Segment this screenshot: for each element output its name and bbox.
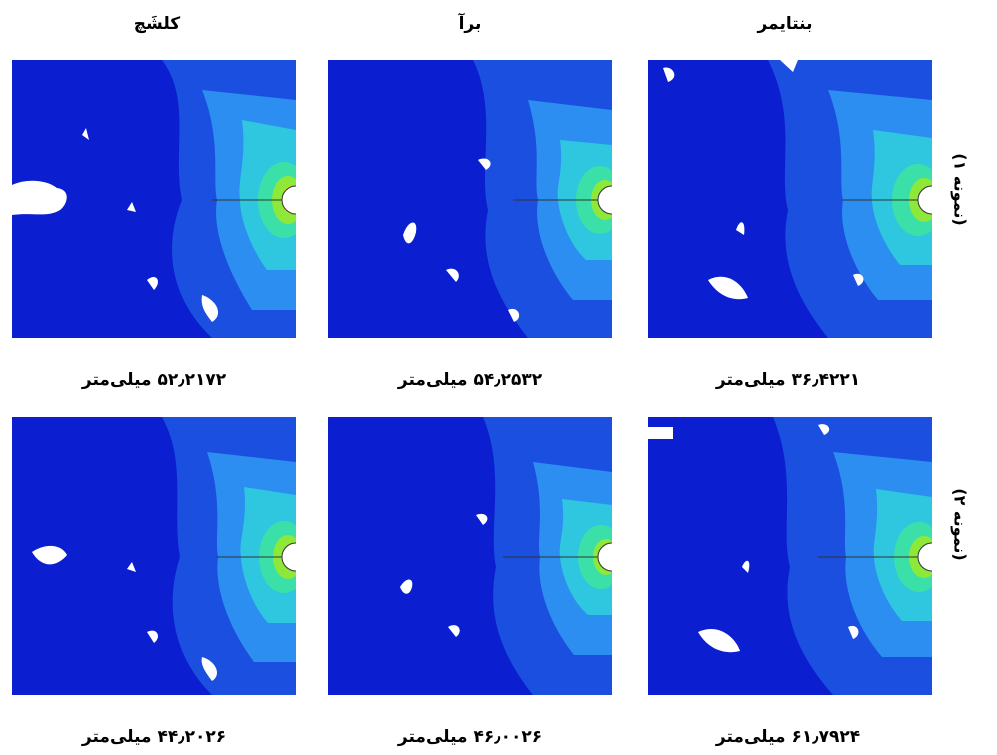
- contour-panel-r1-c1: [12, 60, 296, 338]
- stress-contour-plot: [648, 417, 932, 695]
- stress-contour-plot: [328, 60, 612, 338]
- row-label-2: (نمونه ۲): [950, 488, 970, 561]
- column-title-1: کلشَچ: [133, 14, 181, 34]
- stress-contour-plot: [328, 417, 612, 695]
- column-title-2: برآ: [458, 14, 482, 34]
- stress-contour-plot: [12, 60, 296, 338]
- column-title-3: بنتایمر: [757, 14, 813, 34]
- contour-panel-r2-c1: [12, 417, 296, 695]
- caption-r1-c2: ۵۴٫۲۵۳۲ میلی‌متر: [397, 370, 543, 390]
- stress-contour-plot: [12, 417, 296, 695]
- caption-r2-c2: ۴۶٫۰۰۲۶ میلی‌متر: [397, 727, 543, 747]
- contour-panel-r1-c3: [648, 60, 932, 338]
- contour-panel-r2-c2: [328, 417, 612, 695]
- caption-r1-c1: ۵۲٫۲۱۷۲ میلی‌متر: [81, 370, 227, 390]
- stress-contour-plot: [648, 60, 932, 338]
- caption-r2-c3: ۶۱٫۷۹۲۴ میلی‌متر: [715, 727, 861, 747]
- contour-panel-r2-c3: [648, 417, 932, 695]
- row-label-1: (نمونه ۱): [950, 153, 970, 226]
- contour-panel-r1-c2: [328, 60, 612, 338]
- caption-r2-c1: ۴۴٫۲۰۲۶ میلی‌متر: [81, 727, 227, 747]
- caption-r1-c3: ۳۶٫۴۲۲۱ میلی‌متر: [715, 370, 861, 390]
